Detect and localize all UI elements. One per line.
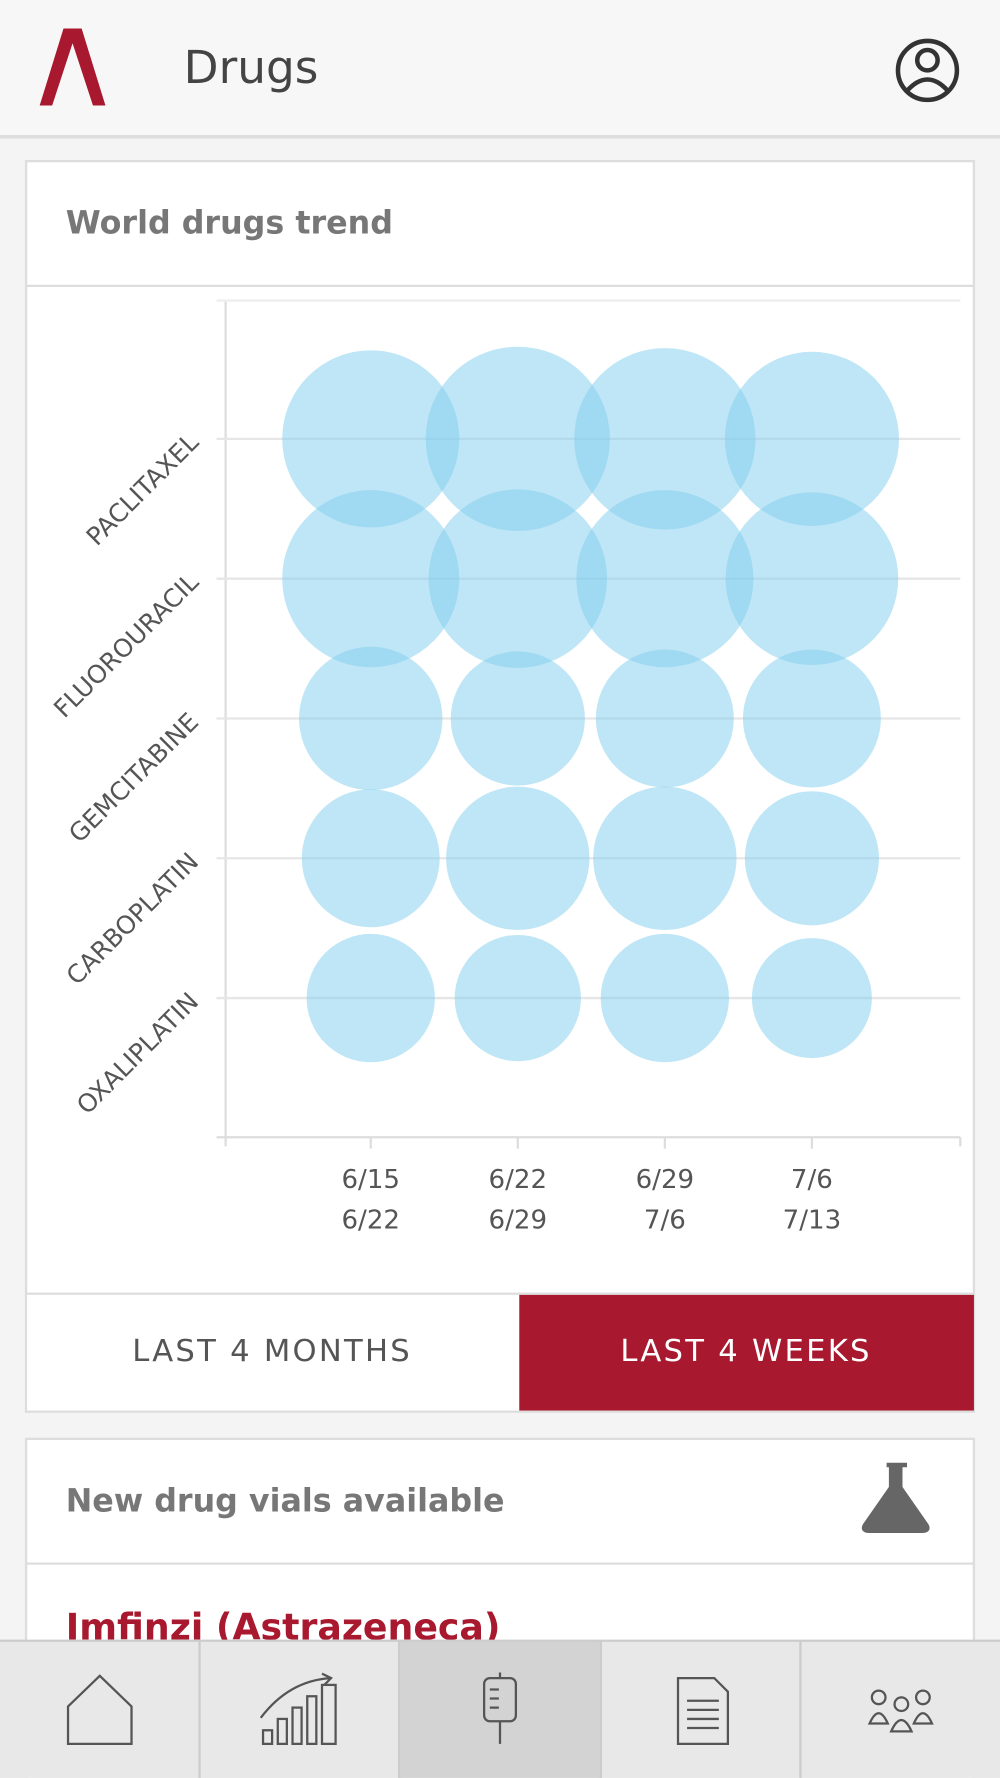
x-tick-label: 7/6 <box>791 1165 833 1195</box>
nav-people[interactable] <box>867 1689 934 1733</box>
bubble <box>725 492 899 666</box>
bubble <box>724 351 899 526</box>
toggle-label: LAST 4 MONTHS <box>132 1334 412 1369</box>
bubble <box>446 786 590 930</box>
nav-dividers <box>198 1640 802 1778</box>
profile-button[interactable] <box>895 38 960 103</box>
bubble <box>425 346 610 531</box>
bubble <box>744 791 879 926</box>
flask-icon <box>861 1462 930 1533</box>
x-tick-label: 6/29 <box>489 1206 548 1236</box>
toggle-weeks[interactable] <box>519 1294 974 1411</box>
toggle-label: LAST 4 WEEKS <box>620 1334 871 1369</box>
bubble <box>299 646 443 791</box>
logo[interactable] <box>39 28 106 106</box>
bubble <box>450 651 585 786</box>
bubble <box>574 348 756 530</box>
bubble <box>751 938 872 1059</box>
nav-documents[interactable] <box>676 1676 730 1746</box>
card-title: World drugs trend <box>66 206 393 242</box>
page-title: Drugs <box>184 41 319 94</box>
bubble <box>282 490 460 668</box>
bubble <box>595 649 734 788</box>
x-tick-label: 7/13 <box>783 1206 842 1236</box>
x-tick-label: 6/22 <box>341 1206 400 1236</box>
app-bar-shadow <box>0 135 1000 139</box>
toggle-months[interactable] <box>27 1294 520 1411</box>
nav-home[interactable] <box>66 1674 133 1746</box>
x-tick-label: 6/29 <box>636 1165 695 1195</box>
nav-stats[interactable] <box>259 1672 337 1746</box>
bubble <box>593 786 737 930</box>
app-bar <box>0 0 1000 137</box>
bubble <box>742 649 881 788</box>
bubble <box>306 933 435 1063</box>
bubble <box>454 934 581 1062</box>
x-tick-label: 7/6 <box>644 1206 686 1236</box>
bubble <box>600 933 729 1063</box>
bubble <box>301 789 440 928</box>
bubble <box>282 350 460 528</box>
nav-drugs[interactable] <box>482 1672 518 1744</box>
card-title: New drug vials available <box>66 1483 505 1519</box>
nav-active <box>399 1640 601 1778</box>
x-tick-label: 6/22 <box>489 1165 548 1195</box>
bubble <box>428 489 608 668</box>
bubble <box>576 490 754 668</box>
x-tick-label: 6/15 <box>341 1165 400 1195</box>
